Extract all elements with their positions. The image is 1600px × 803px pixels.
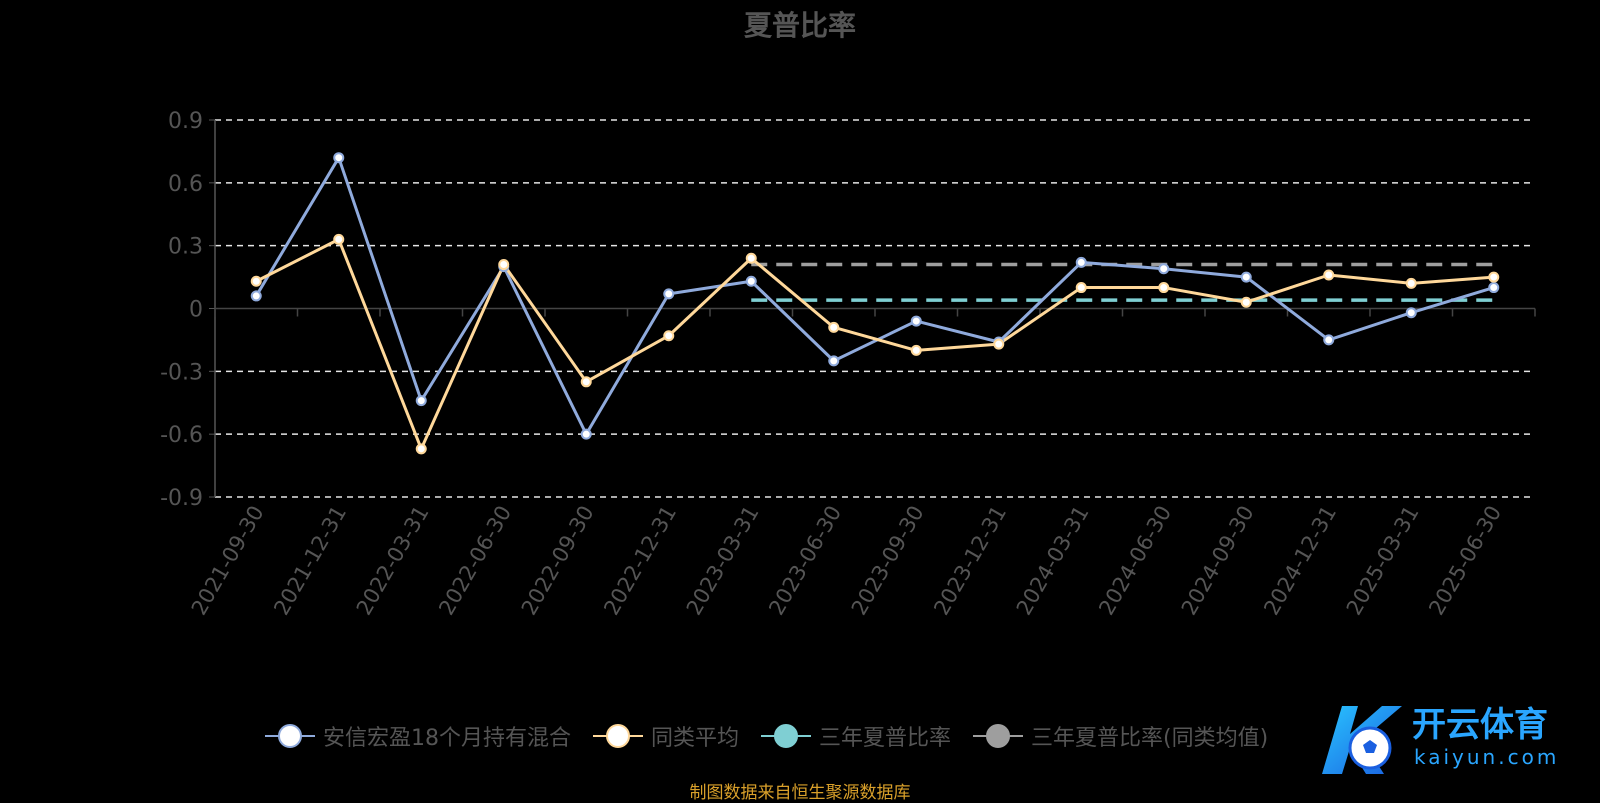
y-tick-label: -0.6 [160,423,203,448]
data-point [415,395,427,407]
x-tick-label: 2022-03-31 [352,502,434,620]
data-point [333,152,345,164]
data-point [1158,282,1170,294]
x-tick-label: 2023-12-31 [929,502,1011,620]
legend-marker-icon [593,722,643,750]
series-layer [250,152,1500,455]
data-point [1075,282,1087,294]
x-tick-label: 2021-12-31 [269,502,351,620]
data-point [663,330,675,342]
source-note: 制图数据来自恒生聚源数据库 [689,783,911,803]
data-point [580,428,592,440]
y-tick-label: 0.6 [168,172,203,197]
data-point [333,233,345,245]
data-point [1405,307,1417,319]
legend-item[interactable]: 安信宏盈18个月持有混合 [265,720,571,752]
watermark-brand: 开云体育 [1412,705,1548,745]
x-tick-label: 2022-06-30 [434,502,516,620]
y-tick-label: 0.9 [168,109,203,134]
x-tick-label: 2024-06-30 [1094,502,1176,620]
legend-marker-icon [761,722,812,750]
x-tick-label: 2023-06-30 [764,502,846,620]
legend: 安信宏盈18个月持有混合 同类平均 三年夏普比率 三年夏普比率(同类均值) [265,718,1290,754]
legend-label: 安信宏盈18个月持有混合 [323,726,571,751]
y-tick-label: 0 [189,298,203,323]
data-point [1158,263,1170,275]
data-point [498,259,510,271]
x-tick-label: 2024-03-31 [1012,502,1094,620]
grid-layer [215,119,1535,498]
x-tick-label: 2021-09-30 [187,502,269,620]
x-tick-label: 2024-09-30 [1177,502,1259,620]
data-point [910,344,922,356]
x-tick-label: 2022-09-30 [517,502,599,620]
x-tick-label: 2023-03-31 [682,502,764,620]
data-point [828,355,840,367]
data-point [1323,334,1335,346]
data-point [1488,271,1500,283]
data-point [1405,277,1417,289]
legend-item[interactable]: 三年夏普比率 [761,720,951,752]
data-point [1240,271,1252,283]
data-point [1323,269,1335,281]
kaiyun-watermark-logo: 开云体育 kaiyun.com [1322,705,1559,774]
legend-marker-icon [265,722,315,750]
x-tick-label: 2024-12-31 [1259,502,1341,620]
reference-lines [751,262,1494,302]
data-point [910,315,922,327]
series-line [255,237,1494,451]
data-point [415,443,427,455]
data-point [828,321,840,333]
data-point [580,376,592,388]
x-tick-label: 2022-12-31 [599,502,681,620]
x-tick-label: 2025-06-30 [1424,502,1506,620]
data-point [1075,256,1087,268]
data-point [993,338,1005,350]
watermark-domain: kaiyun.com [1414,745,1559,769]
data-point [250,275,262,287]
data-point [250,290,262,302]
legend-item[interactable]: 三年夏普比率(同类均值) [973,720,1268,752]
legend-label: 三年夏普比率(同类均值) [1031,726,1269,751]
y-tick-label: -0.9 [160,486,203,511]
legend-marker-icon [973,722,1024,750]
y-tick-label: -0.3 [160,360,203,385]
legend-item[interactable]: 同类平均 [593,720,739,752]
x-tick-label: 2025-03-31 [1342,502,1424,620]
legend-label: 三年夏普比率 [819,726,952,751]
legend-label: 同类平均 [651,726,740,751]
data-point [745,252,757,264]
data-point [663,288,675,300]
data-point [1240,296,1252,308]
series-line [254,156,1495,436]
data-point [1488,282,1500,294]
y-tick-label: 0.3 [168,235,203,260]
chart-title: 夏普比率 [743,9,856,42]
x-tick-label: 2023-09-30 [847,502,929,620]
data-point [745,275,757,287]
